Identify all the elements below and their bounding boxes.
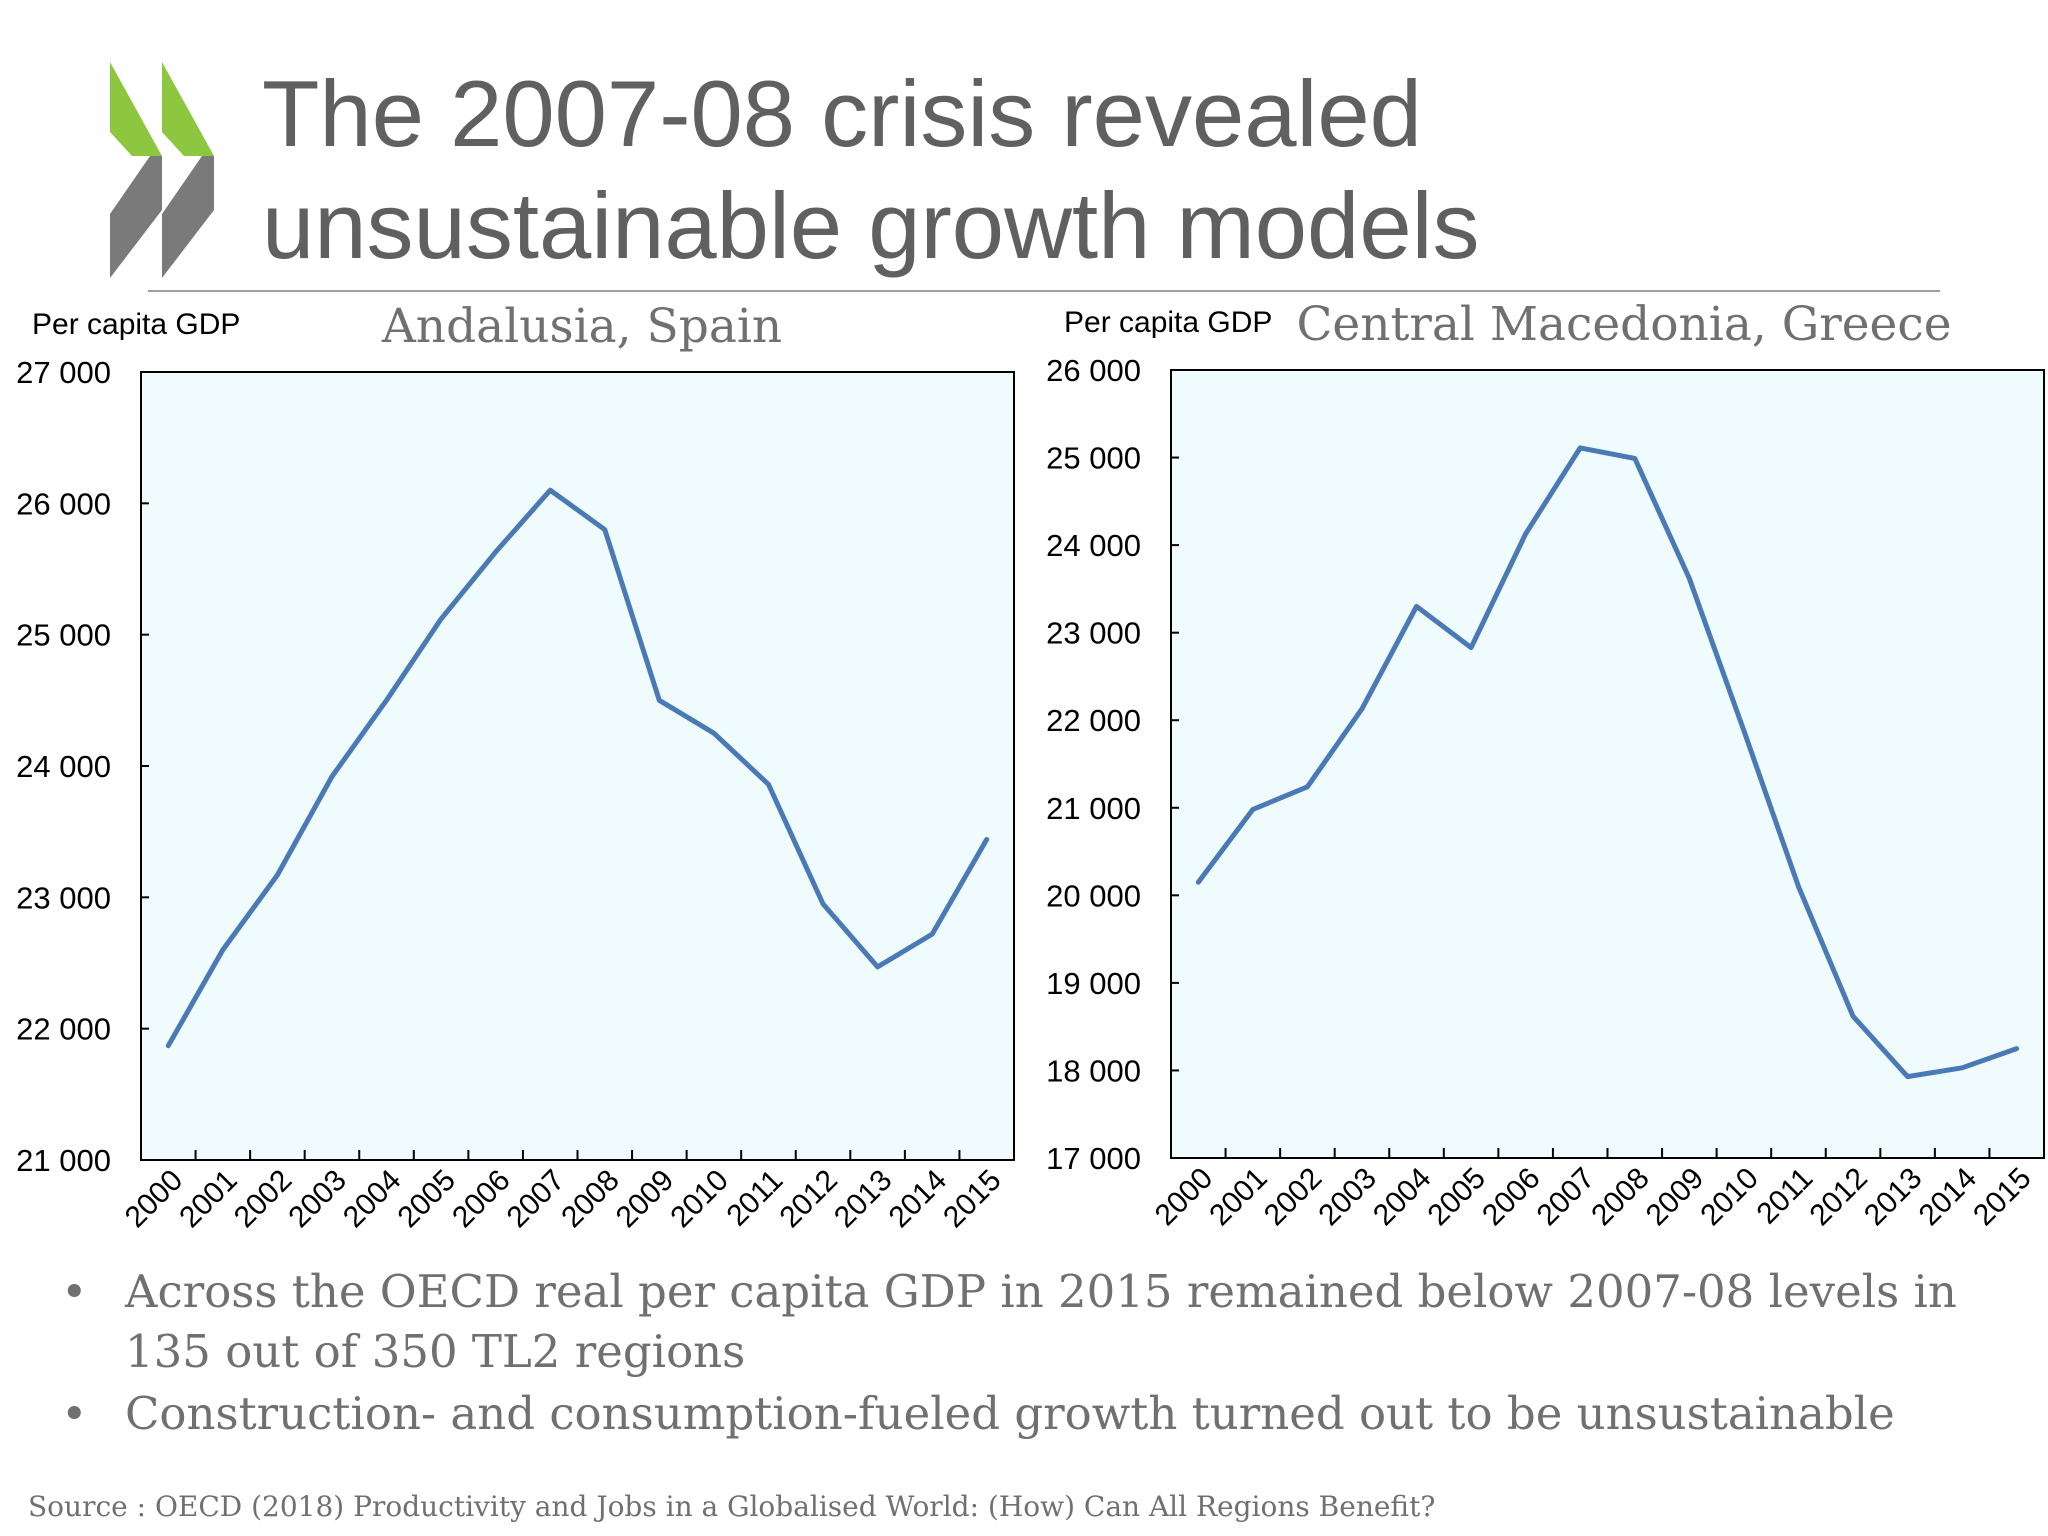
series-line: [1195, 445, 2020, 1080]
bullet-text: Across the OECD real per capita GDP in 2…: [125, 1265, 1957, 1378]
x-tick-label: 2008: [1585, 1162, 1656, 1233]
chart-title: Andalusia, Spain: [381, 299, 782, 354]
chart-title: Central Macedonia, Greece: [1296, 297, 1951, 352]
slide-title-line-1: The 2007-08 crisis revealed: [262, 61, 1422, 166]
x-tick-label: 2003: [1312, 1162, 1383, 1233]
bullet-text: Construction- and consumption-fueled gro…: [125, 1387, 1895, 1440]
y-axis-label: Per capita GDP: [32, 308, 240, 341]
plot-area: [1170, 369, 2045, 1159]
chart-central-macedonia: Central Macedonia, Greece Per capita GDP 1…: [1046, 297, 2045, 1233]
x-tick-label: 2013: [1858, 1162, 1929, 1233]
bullet-list: • Across the OECD real per capita GDP in…: [55, 1262, 1995, 1446]
y-tick-label: 25 000: [16, 618, 111, 653]
x-tick-label: 2014: [1913, 1162, 1984, 1233]
chart-andalusia: Andalusia, Spain Per capita GDP 21 000 22 0…: [16, 299, 1015, 1234]
y-tick-label: 24 000: [16, 749, 111, 784]
bullet-item: • Construction- and consumption-fueled g…: [55, 1384, 1995, 1444]
y-tick-label: 18 000: [1046, 1053, 1141, 1088]
x-tick-label: 2010: [1694, 1162, 1765, 1233]
y-tick-label: 21 000: [16, 1143, 111, 1178]
y-tick-label: 22 000: [1046, 703, 1141, 738]
x-tick-label: 2004: [1367, 1162, 1438, 1233]
series-line: [165, 487, 990, 1049]
y-tick-label: 19 000: [1046, 966, 1141, 1001]
bullet-marker: •: [61, 1387, 88, 1440]
y-tick-label: 21 000: [1046, 791, 1141, 826]
logo-green-chevron-right: [162, 62, 214, 156]
slide-title-line-2: unsustainable growth models: [262, 173, 1480, 278]
x-tick-label: 2011: [1750, 1162, 1819, 1231]
y-tick-label: 20 000: [1046, 878, 1141, 913]
plot-area: [140, 371, 1015, 1161]
y-tick-label: 17 000: [1046, 1141, 1141, 1176]
y-tick-label: 23 000: [16, 880, 111, 915]
y-tick-label: 27 000: [16, 355, 111, 390]
y-tick-label: 24 000: [1046, 528, 1141, 563]
logo-green-chevron-left: [110, 62, 162, 156]
y-tick-label: 26 000: [16, 486, 111, 521]
y-tick-label: 26 000: [1046, 353, 1141, 388]
logo-grey-chevron-left: [110, 156, 162, 278]
bullet-marker: •: [61, 1265, 88, 1318]
x-tick-label: 2005: [1422, 1162, 1493, 1233]
slide-title: The 2007-08 crisis revealed unsustainabl…: [262, 58, 1962, 282]
oecd-logo: [110, 62, 214, 278]
x-tick-label: 2000: [1149, 1162, 1220, 1233]
y-tick-label: 25 000: [1046, 441, 1141, 476]
y-tick-label: 22 000: [16, 1012, 111, 1047]
x-tick-label: 2015: [1967, 1162, 2038, 1233]
title-divider: [148, 290, 1940, 292]
bullet-item: • Across the OECD real per capita GDP in…: [55, 1262, 1995, 1382]
x-tick-label: 2006: [1476, 1162, 1547, 1233]
x-tick-label: 2012: [1803, 1162, 1874, 1233]
x-tick-label: 2009: [1640, 1162, 1711, 1233]
x-tick-label: 2001: [1203, 1162, 1274, 1233]
logo-grey-chevron-right: [162, 156, 214, 278]
y-axis-label: Per capita GDP: [1064, 306, 1272, 339]
source-note: Source : OECD (2018) Productivity and Jo…: [28, 1490, 1436, 1523]
y-tick-label: 23 000: [1046, 616, 1141, 651]
x-tick-label: 2002: [1258, 1162, 1329, 1233]
x-tick-label: 2007: [1531, 1162, 1602, 1233]
